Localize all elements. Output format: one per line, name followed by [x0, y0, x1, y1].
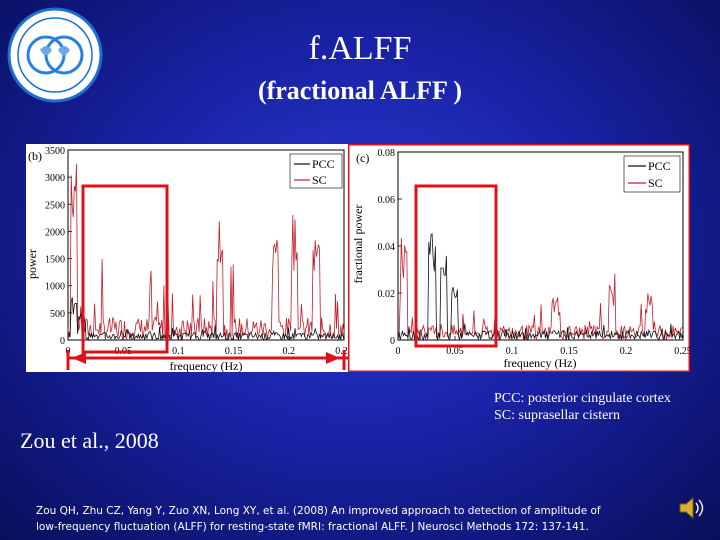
y-axis-label: fractional power	[351, 205, 365, 284]
highlight-box	[81, 184, 169, 354]
y-tick-label: 3500	[45, 146, 65, 157]
legend-sc: SC	[648, 176, 663, 190]
y-tick-label: 1500	[45, 255, 65, 266]
sc-series-line	[67, 163, 345, 342]
x-tick-label: 0.2	[283, 346, 296, 357]
reference-text: Zou QH, Zhu CZ, Yang Y, Zuo XN, Long XY,…	[36, 503, 696, 535]
y-tick-label: 0.02	[378, 289, 396, 300]
speaker-icon[interactable]	[676, 494, 706, 522]
institution-logo	[7, 7, 103, 103]
legend-pcc: PCC	[312, 157, 335, 171]
panel-label: (c)	[356, 151, 369, 165]
abbreviation-definitions: PCC: posterior cingulate cortex SC: supr…	[494, 390, 671, 424]
legend-sc: SC	[312, 173, 327, 187]
x-tick-label: 0.2	[620, 346, 633, 357]
panel-label: (b)	[28, 149, 42, 163]
highlight-bracket	[66, 350, 350, 370]
y-tick-label: 500	[50, 309, 65, 320]
x-tick-label: 0.15	[560, 346, 578, 357]
y-tick-label: 3000	[45, 173, 65, 184]
x-tick-label: 0.05	[446, 346, 464, 357]
legend: PCC SC	[623, 155, 681, 193]
reference-line: Zou QH, Zhu CZ, Yang Y, Zuo XN, Long XY,…	[36, 505, 601, 517]
legend-pcc: PCC	[648, 159, 671, 173]
definition-pcc: PCC: posterior cingulate cortex	[494, 391, 671, 406]
slide-title: f.ALFF	[308, 30, 412, 67]
y-tick-label: 0.06	[378, 195, 396, 206]
x-tick-label: 0.15	[225, 346, 243, 357]
y-tick-label: 0	[390, 336, 395, 347]
y-tick-label: 2000	[45, 227, 65, 238]
slide-subtitle: (fractional ALFF )	[257, 76, 463, 105]
x-tick-label: 0.25	[674, 346, 690, 357]
y-tick-label: 2500	[45, 200, 65, 211]
reference-line: low-frequency fluctuation (ALFF) for res…	[36, 521, 589, 533]
definition-sc: SC: suprasellar cistern	[494, 408, 620, 423]
y-tick-label: 0.08	[378, 148, 396, 159]
y-tick-label: 0	[60, 336, 65, 347]
figure-power-spectrum: (b) power 3500 3000 2500 2000 1500 1000 500 0 0…	[26, 144, 350, 372]
x-tick-label: 0.1	[172, 346, 185, 357]
x-tick-label: 0	[396, 346, 401, 357]
highlight-box	[414, 184, 498, 348]
highlight-arrows	[72, 352, 340, 364]
author-citation: Zou et al., 2008	[20, 428, 159, 453]
y-axis-label: power	[26, 249, 39, 279]
figure-fractional-power: (c) fractional power 0.08 0.06 0.04 0.02 0 0…	[348, 144, 690, 372]
y-tick-label: 0.04	[378, 242, 396, 253]
x-axis-label: frequency (Hz)	[170, 359, 243, 372]
pcc-series-line	[397, 233, 684, 342]
pcc-series-line	[67, 297, 345, 342]
y-tick-label: 1000	[45, 282, 65, 293]
legend: PCC SC	[289, 153, 343, 189]
x-axis-label: frequency (Hz)	[504, 356, 577, 370]
x-tick-label: 0.1	[506, 346, 519, 357]
